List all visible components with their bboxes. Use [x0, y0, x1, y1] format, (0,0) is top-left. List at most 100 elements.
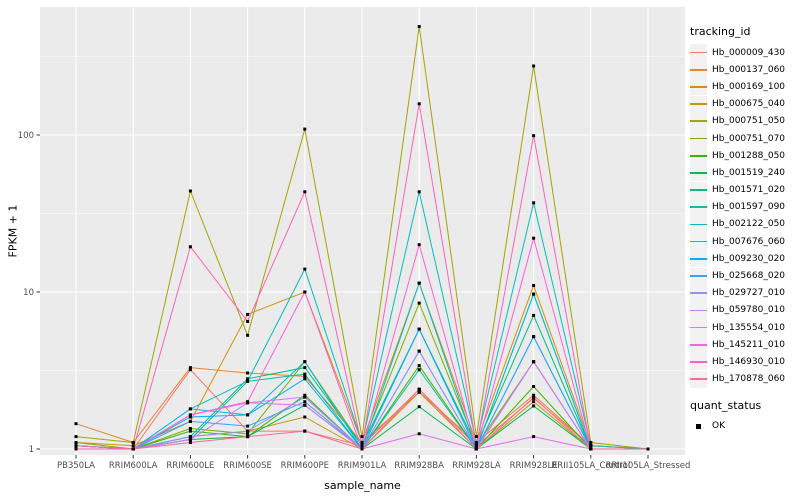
data-point — [532, 404, 536, 408]
legend-key-color-line — [690, 206, 707, 209]
legend-entry-label: Hb_000169_100 — [712, 81, 786, 92]
data-point — [532, 284, 536, 287]
data-point — [360, 444, 364, 448]
legend-key-color-line — [690, 68, 707, 71]
legend-key-color-line — [690, 86, 707, 88]
legend-key-color-line — [690, 361, 707, 363]
legend-key-line-icon — [690, 353, 707, 371]
data-point — [417, 25, 421, 29]
legend-key-color-line — [690, 378, 707, 380]
legend-entry-Hb_135554_010: Hb_135554_010 — [690, 319, 800, 337]
legend-entry-Hb_001571_020: Hb_001571_020 — [690, 181, 800, 199]
legend-entry-Hb_000009_430: Hb_000009_430 — [690, 44, 800, 62]
data-point — [74, 435, 78, 439]
data-point — [246, 424, 250, 428]
legend-entry-label: Hb_000751_050 — [712, 116, 786, 127]
x-tick-label: RRIM928LE — [510, 461, 558, 471]
quant-status-entry: OK — [690, 418, 800, 435]
data-point — [303, 372, 307, 376]
legend-entry-label: Hb_000009_430 — [712, 47, 786, 58]
data-point — [246, 312, 250, 316]
legend-key-color-line — [690, 343, 707, 346]
legend-entry-label: Hb_059780_010 — [712, 305, 786, 316]
legend-key-line-icon — [690, 215, 707, 233]
legend-key-color-line — [690, 223, 707, 226]
data-point — [474, 441, 478, 444]
data-point — [246, 379, 250, 383]
legend-entry-Hb_001519_240: Hb_001519_240 — [690, 164, 800, 182]
legend-entry-label: Hb_146930_010 — [712, 356, 786, 367]
legend-entry-label: Hb_135554_010 — [712, 322, 786, 333]
data-point — [246, 413, 250, 417]
y-tick-label: 10 — [23, 288, 34, 298]
legend-key-line-icon — [690, 95, 707, 113]
data-point — [188, 366, 192, 370]
data-point — [74, 444, 78, 448]
legend-entry-Hb_002122_050: Hb_002122_050 — [690, 215, 800, 233]
legend-key-line-icon — [690, 233, 707, 251]
legend-key-color-line — [690, 240, 707, 243]
legend-entry-Hb_000137_060: Hb_000137_060 — [690, 61, 800, 79]
legend-entry-label: Hb_001519_240 — [712, 167, 786, 178]
legend-entry-label: Hb_007676_060 — [712, 236, 786, 247]
legend-key-color-line — [690, 275, 707, 277]
data-point — [360, 441, 364, 444]
x-axis-tick-labels: PB350LA RRIM600LA RRIM600LE RRIM600SE RRIM60… — [57, 461, 690, 471]
data-point — [303, 267, 307, 271]
data-point — [246, 333, 250, 337]
legend-key-line-icon — [690, 44, 707, 62]
x-tick-label: RRIM901LA — [338, 461, 387, 471]
legend-entry-label: Hb_000751_070 — [712, 133, 786, 144]
data-point — [246, 371, 250, 375]
legend-key-line-icon — [690, 130, 707, 148]
legend-entry-Hb_145211_010: Hb_145211_010 — [690, 336, 800, 354]
data-point — [246, 400, 250, 404]
x-tick-label: RRIM928LA — [452, 461, 501, 471]
data-point — [417, 243, 421, 247]
data-point — [188, 419, 192, 423]
data-point — [74, 447, 78, 451]
data-point — [417, 405, 421, 409]
data-point — [188, 435, 192, 439]
x-tick-label: RRIM600PE — [281, 461, 329, 471]
legend-key-line-icon — [690, 370, 707, 388]
legend-title-tracking-id: tracking_id — [690, 25, 751, 38]
data-point — [303, 377, 307, 381]
legend-entry-Hb_000169_100: Hb_000169_100 — [690, 78, 800, 96]
data-point — [532, 236, 536, 240]
data-point — [417, 390, 421, 394]
legend-key-line-icon — [690, 78, 707, 96]
data-point — [246, 429, 250, 433]
legend-entry-label: Hb_001288_050 — [712, 150, 786, 161]
quant-status-entries: OK — [690, 418, 800, 435]
legend-key-color-line — [690, 326, 707, 329]
data-point — [303, 290, 307, 294]
legend-key-line-icon — [690, 61, 707, 79]
data-point — [532, 395, 536, 399]
legend-entry-Hb_029727_010: Hb_029727_010 — [690, 284, 800, 302]
legend-key-color-line — [690, 292, 707, 294]
legend-entry-label: Hb_029727_010 — [712, 288, 786, 299]
legend-entry-Hb_001597_090: Hb_001597_090 — [690, 198, 800, 216]
data-point — [417, 368, 421, 372]
legend-key-color-line — [690, 172, 707, 174]
legend-key-color-line — [690, 137, 707, 140]
x-tick-label: RRIM600LA — [109, 461, 158, 471]
quant-status-label: OK — [712, 421, 725, 432]
data-point — [532, 335, 536, 339]
y-axis-title: FPKM + 1 — [6, 204, 20, 258]
data-point — [417, 190, 421, 194]
data-point — [417, 432, 421, 436]
legend-key-color-line — [690, 51, 707, 54]
legend-key-line-icon — [690, 319, 707, 337]
data-point — [589, 444, 593, 448]
data-point — [303, 400, 307, 404]
data-point — [188, 407, 192, 411]
legend-entry-Hb_000675_040: Hb_000675_040 — [690, 95, 800, 113]
data-point — [474, 435, 478, 439]
x-tick-label: PB350LA — [57, 461, 95, 471]
data-point — [188, 368, 192, 372]
data-point — [74, 422, 78, 426]
data-point — [417, 281, 421, 285]
